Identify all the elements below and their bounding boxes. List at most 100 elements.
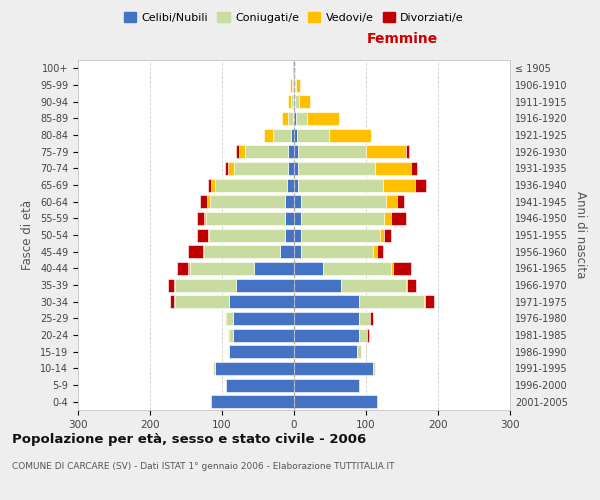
Bar: [296, 78, 300, 92]
Bar: [293, 78, 294, 92]
Bar: [229, 345, 294, 358]
Bar: [394, 262, 412, 275]
Bar: [329, 128, 371, 141]
Bar: [209, 228, 284, 241]
Bar: [298, 162, 376, 175]
Bar: [415, 178, 426, 192]
Bar: [294, 178, 298, 192]
Bar: [295, 95, 299, 108]
Bar: [280, 245, 294, 258]
Bar: [287, 95, 291, 108]
Bar: [294, 95, 295, 108]
Bar: [203, 245, 204, 258]
Bar: [358, 345, 361, 358]
Bar: [294, 345, 358, 358]
Bar: [288, 112, 293, 125]
Bar: [299, 95, 310, 108]
Bar: [407, 278, 416, 291]
Bar: [373, 245, 377, 258]
Bar: [211, 395, 294, 408]
Bar: [197, 212, 204, 225]
Bar: [208, 228, 209, 241]
Bar: [294, 78, 295, 92]
Bar: [294, 395, 377, 408]
Bar: [233, 328, 294, 342]
Legend: Celibi/Nubili, Coniugati/e, Vedovi/e, Divorziati/e: Celibi/Nubili, Coniugati/e, Vedovi/e, Di…: [119, 8, 469, 28]
Bar: [323, 262, 391, 275]
Bar: [236, 278, 294, 291]
Bar: [293, 95, 294, 108]
Y-axis label: Anni di nascita: Anni di nascita: [574, 192, 587, 278]
Bar: [294, 245, 301, 258]
Bar: [397, 195, 404, 208]
Bar: [384, 228, 391, 241]
Text: Popolazione per età, sesso e stato civile - 2006: Popolazione per età, sesso e stato civil…: [12, 432, 366, 446]
Bar: [214, 362, 215, 375]
Bar: [294, 278, 341, 291]
Bar: [295, 78, 296, 92]
Bar: [168, 278, 174, 291]
Bar: [292, 78, 293, 92]
Bar: [297, 128, 329, 141]
Bar: [265, 128, 273, 141]
Bar: [293, 112, 294, 125]
Bar: [373, 362, 374, 375]
Bar: [233, 312, 294, 325]
Bar: [245, 145, 288, 158]
Bar: [294, 328, 359, 342]
Bar: [286, 195, 294, 208]
Bar: [301, 195, 386, 208]
Bar: [254, 262, 294, 275]
Bar: [301, 212, 384, 225]
Bar: [294, 312, 359, 325]
Bar: [370, 312, 373, 325]
Bar: [226, 378, 294, 392]
Bar: [204, 245, 280, 258]
Bar: [215, 178, 287, 192]
Text: COMUNE DI CARCARE (SV) - Dati ISTAT 1° gennaio 2006 - Elaborazione TUTTITALIA.IT: COMUNE DI CARCARE (SV) - Dati ISTAT 1° g…: [12, 462, 395, 471]
Bar: [225, 312, 226, 325]
Bar: [391, 262, 394, 275]
Bar: [211, 178, 215, 192]
Bar: [359, 312, 370, 325]
Bar: [287, 178, 294, 192]
Bar: [204, 212, 206, 225]
Bar: [283, 112, 288, 125]
Bar: [229, 162, 234, 175]
Bar: [367, 328, 369, 342]
Bar: [190, 262, 254, 275]
Bar: [294, 295, 359, 308]
Bar: [294, 228, 301, 241]
Bar: [174, 295, 175, 308]
Bar: [424, 295, 425, 308]
Bar: [294, 378, 359, 392]
Bar: [301, 228, 380, 241]
Bar: [391, 212, 406, 225]
Bar: [294, 195, 301, 208]
Bar: [359, 295, 424, 308]
Bar: [298, 145, 366, 158]
Bar: [210, 195, 286, 208]
Bar: [229, 328, 233, 342]
Bar: [197, 228, 208, 241]
Bar: [239, 145, 245, 158]
Bar: [294, 162, 298, 175]
Text: Femmine: Femmine: [367, 32, 437, 46]
Bar: [170, 295, 174, 308]
Bar: [175, 278, 236, 291]
Bar: [384, 212, 391, 225]
Bar: [284, 228, 294, 241]
Bar: [296, 112, 307, 125]
Bar: [225, 162, 229, 175]
Bar: [229, 295, 294, 308]
Bar: [294, 262, 323, 275]
Bar: [386, 195, 397, 208]
Bar: [383, 178, 415, 192]
Bar: [236, 145, 239, 158]
Bar: [406, 278, 407, 291]
Bar: [207, 195, 210, 208]
Bar: [228, 345, 229, 358]
Bar: [288, 145, 294, 158]
Bar: [376, 162, 412, 175]
Bar: [301, 245, 373, 258]
